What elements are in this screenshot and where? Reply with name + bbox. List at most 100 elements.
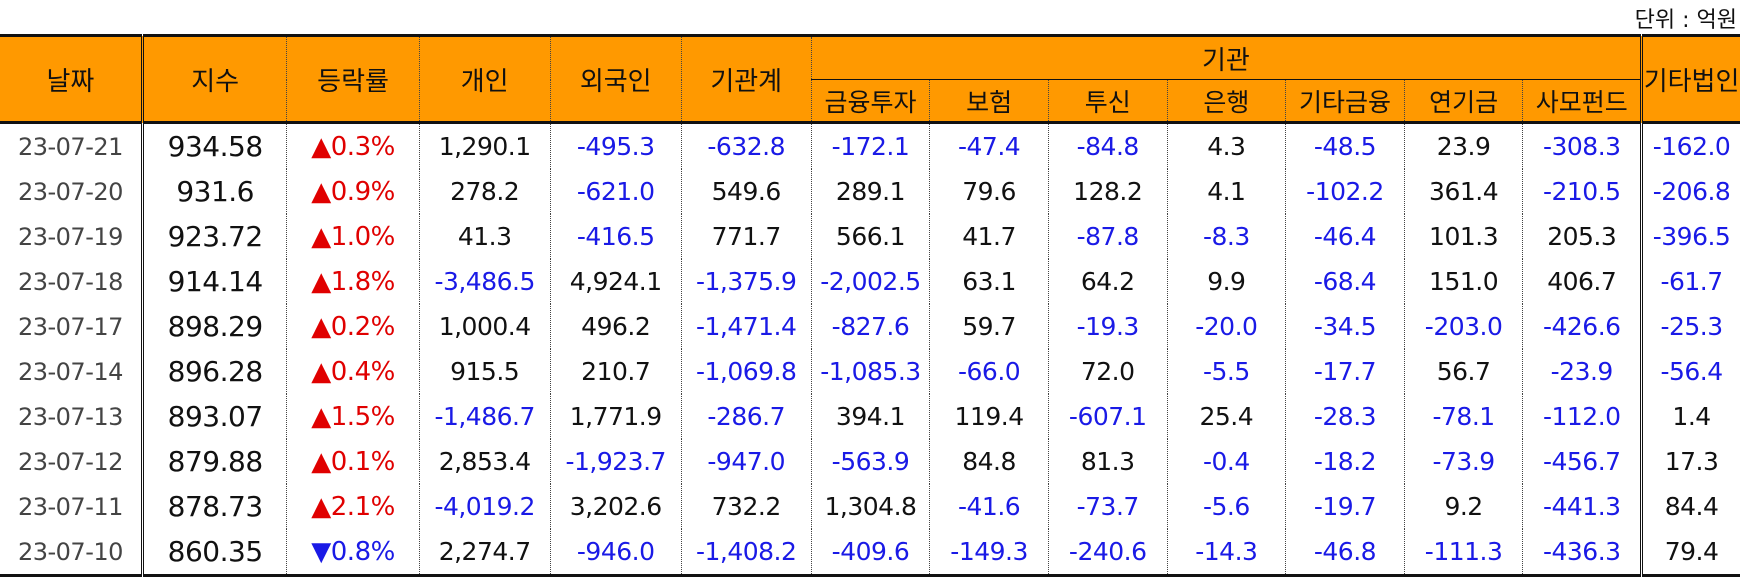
cell-private-fund: -436.3 [1522, 529, 1642, 577]
cell-index: 878.73 [167, 490, 263, 523]
cell-bank: 4.1 [1166, 169, 1286, 214]
cell-other-corp: 17.3 [1640, 439, 1740, 484]
cell-date: 23-07-18 [0, 259, 144, 304]
cell-investment-trust: 64.2 [1047, 259, 1168, 304]
cell-financial-investment: -2,002.5 [810, 259, 930, 304]
cell-other-corp: 79.4 [1640, 529, 1740, 577]
cell-institution-total: 549.6 [680, 169, 812, 214]
cell-index: 860.35 [142, 529, 287, 577]
cell-other-financial: -46.8 [1285, 529, 1405, 577]
table-row: 23-07-14 896.28 ▲0.4% 915.5 210.7 -1,069.8 -1,… [0, 349, 1740, 394]
cell-date: 23-07-14 [0, 349, 144, 394]
cell-other-corp: 84.4 [1640, 484, 1740, 529]
cell-foreign: -946.0 [549, 529, 682, 577]
cell-institution-total: -286.7 [680, 394, 812, 439]
header-bank: 은행 [1166, 79, 1286, 124]
header-institution-group: 기관 [810, 34, 1642, 80]
cell-other-financial: -18.2 [1285, 439, 1405, 484]
cell-date: 23-07-20 [0, 169, 144, 214]
cell-individual: 278.2 [418, 169, 551, 214]
header-other-corp: 기타법인 [1640, 34, 1740, 124]
cell-private-fund: -441.3 [1522, 484, 1642, 529]
cell-other-financial: -19.7 [1285, 484, 1405, 529]
cell-individual: -4,019.2 [418, 484, 551, 529]
cell-foreign: 496.2 [549, 304, 682, 349]
cell-insurance: -47.4 [929, 122, 1049, 169]
cell-date: 23-07-17 [0, 304, 144, 349]
cell-institution-total: 732.2 [680, 484, 812, 529]
cell-investment-trust: -73.7 [1047, 484, 1168, 529]
cell-index: 934.58 [167, 130, 263, 163]
cell-pension: -78.1 [1403, 394, 1523, 439]
table-row: 23-07-13 893.07 ▲1.5% -1,486.7 1,771.9 -286.7… [0, 394, 1740, 439]
header-date: 날짜 [0, 34, 144, 124]
cell-other-financial: -46.4 [1285, 214, 1405, 259]
cell-foreign: -621.0 [549, 169, 682, 214]
header-financial-investment: 금융투자 [810, 79, 930, 124]
cell-individual: -3,486.5 [418, 259, 551, 304]
cell-private-fund: -456.7 [1522, 439, 1642, 484]
cell-other-corp: -396.5 [1640, 214, 1740, 259]
cell-individual: 2,853.4 [418, 439, 551, 484]
cell-change: ▲0.9% [286, 169, 420, 214]
cell-other-financial: -68.4 [1285, 259, 1405, 304]
cell-insurance: -41.6 [929, 484, 1049, 529]
table-row: 23-07-17 898.29 ▲0.2% 1,000.4 496.2 -1,471.4-… [0, 304, 1740, 349]
cell-insurance: 63.1 [929, 259, 1049, 304]
cell-change: ▲1.8% [286, 259, 420, 304]
header-row-sub: 금융투자 보험 투신 은행 기타금융 연기금 사모펀드 [0, 79, 1740, 124]
cell-other-corp: -162.0 [1640, 122, 1740, 169]
investor-trading-table: 날짜 지수 등락률 개인 외국인 기관계 기관 기타법인 금융투자 보험 투신 … [0, 34, 1740, 577]
cell-index: 914.14 [167, 265, 263, 298]
cell-index: 931.6 [176, 175, 254, 208]
header-other-financial: 기타금융 [1285, 79, 1405, 124]
cell-foreign: -416.5 [549, 214, 682, 259]
table-row: 23-07-11 878.73 ▲2.1% -4,019.2 3,202.6 732.2 1… [0, 484, 1740, 529]
cell-investment-trust: -240.6 [1047, 529, 1168, 577]
cell-investment-trust: -19.3 [1047, 304, 1168, 349]
cell-financial-investment: -827.6 [810, 304, 930, 349]
cell-index: 923.72 [167, 220, 263, 253]
cell-index: 893.07 [167, 400, 263, 433]
header-insurance: 보험 [929, 79, 1049, 124]
cell-private-fund: -308.3 [1522, 122, 1642, 169]
cell-private-fund: -112.0 [1522, 394, 1642, 439]
cell-insurance: 59.7 [929, 304, 1049, 349]
header-change: 등락률 [286, 34, 420, 124]
cell-institution-total: -947.0 [680, 439, 812, 484]
cell-financial-investment: 394.1 [810, 394, 930, 439]
header-private-fund: 사모펀드 [1522, 79, 1642, 124]
cell-pension: 151.0 [1403, 259, 1523, 304]
cell-bank: -20.0 [1166, 304, 1286, 349]
cell-index: 896.28 [167, 355, 263, 388]
header-foreign: 외국인 [549, 34, 682, 124]
cell-other-corp: -25.3 [1640, 304, 1740, 349]
cell-pension: -111.3 [1403, 529, 1523, 577]
cell-date: 23-07-11 [0, 484, 144, 529]
cell-other-corp: -206.8 [1640, 169, 1740, 214]
cell-foreign: 1,771.9 [549, 394, 682, 439]
cell-individual: 915.5 [418, 349, 551, 394]
cell-change: ▲0.1% [286, 439, 420, 484]
cell-insurance: -149.3 [929, 529, 1049, 577]
cell-bank: 4.3 [1166, 122, 1286, 169]
table-row: 23-07-12 879.88 ▲0.1% 2,853.4 -1,923.7 -947.0… [0, 439, 1740, 484]
cell-private-fund: 205.3 [1522, 214, 1642, 259]
cell-other-corp: -56.4 [1640, 349, 1740, 394]
cell-investment-trust: 72.0 [1047, 349, 1168, 394]
cell-individual: 1,290.1 [418, 122, 551, 169]
cell-foreign: 210.7 [549, 349, 682, 394]
cell-pension: 23.9 [1403, 122, 1523, 169]
cell-bank: -5.5 [1166, 349, 1286, 394]
cell-investment-trust: -607.1 [1047, 394, 1168, 439]
cell-institution-total: -1,069.8 [680, 349, 812, 394]
header-institution-total: 기관계 [680, 34, 812, 124]
cell-index: 898.29 [167, 310, 263, 343]
cell-foreign: 4,924.1 [549, 259, 682, 304]
table-row: 23-07-21 934.58 ▲0.3% 1,290.1 -495.3 -632.8 -1… [0, 122, 1740, 169]
cell-financial-investment: -172.1 [810, 122, 930, 169]
cell-change: ▲0.3% [286, 122, 420, 169]
cell-financial-investment: -1,085.3 [810, 349, 930, 394]
cell-financial-investment: -563.9 [810, 439, 930, 484]
cell-foreign: -1,923.7 [549, 439, 682, 484]
